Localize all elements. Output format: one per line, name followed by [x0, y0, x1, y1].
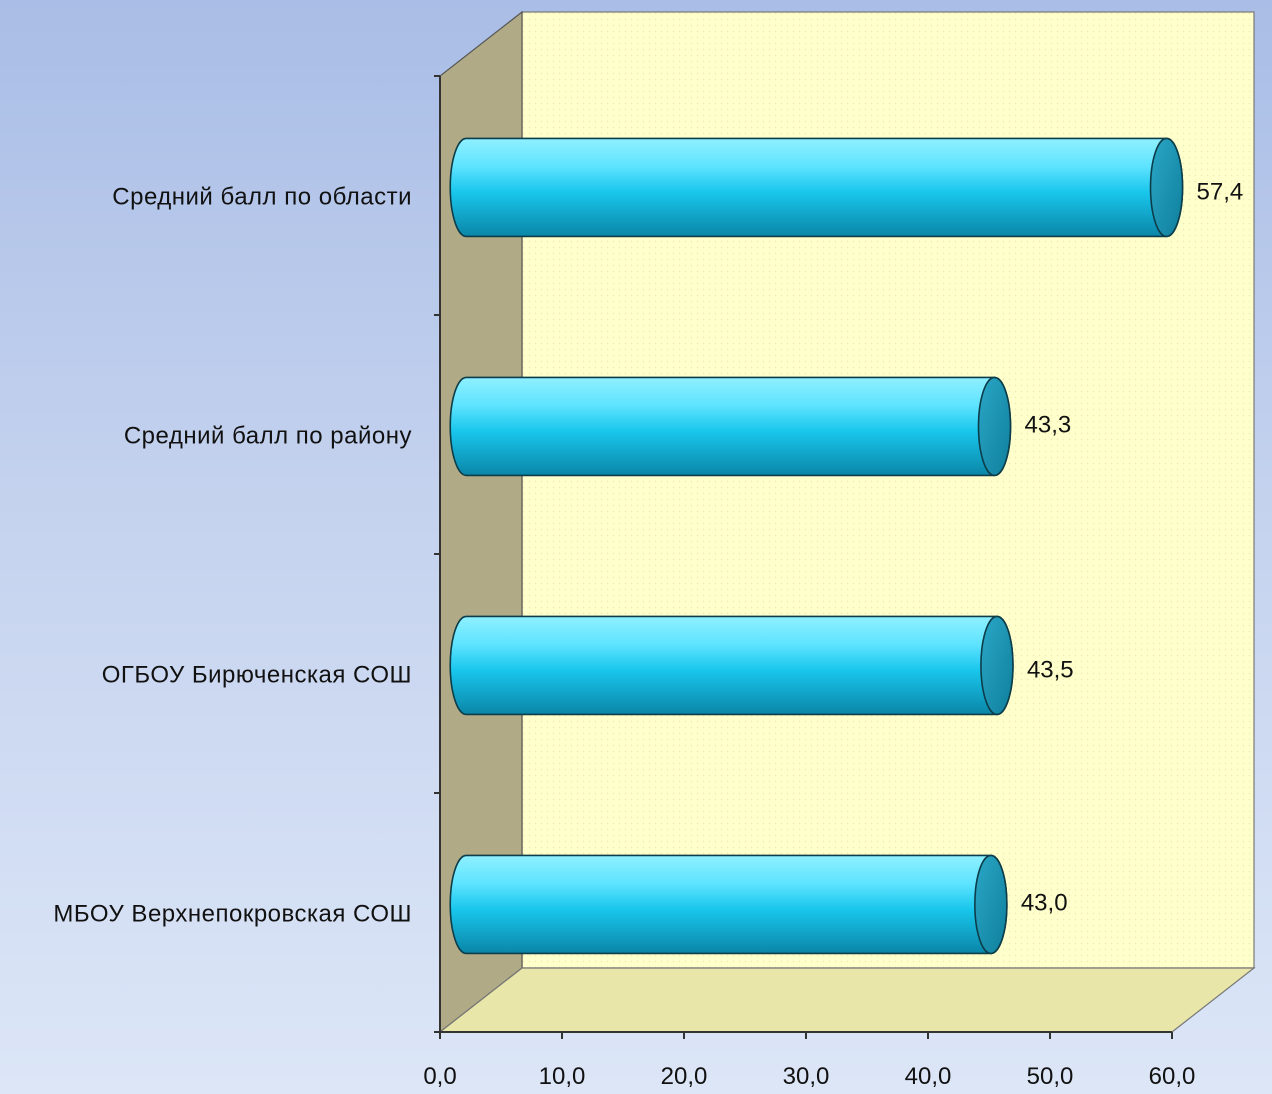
x-tick-label: 10,0	[539, 1063, 586, 1090]
category-label: ОГБОУ Бирюченская СОШ	[102, 662, 412, 689]
bar	[449, 615, 1014, 716]
bar	[449, 376, 1012, 477]
bar-end-cap	[1149, 137, 1184, 238]
x-tick-label: 20,0	[661, 1063, 708, 1090]
x-tick-label: 40,0	[905, 1063, 952, 1090]
bar-body	[449, 137, 1184, 238]
data-label: 43,3	[1025, 411, 1072, 438]
bar-body	[449, 615, 1014, 716]
bar-end-cap	[977, 376, 1012, 477]
data-label: 43,0	[1021, 889, 1068, 916]
bar-body	[449, 376, 1012, 477]
x-tick-label: 0,0	[423, 1063, 456, 1090]
category-label: Средний балл по области	[112, 184, 412, 211]
data-label: 57,4	[1197, 178, 1244, 205]
bar-end-cap	[980, 615, 1014, 716]
bar-end-cap	[974, 854, 1008, 955]
x-tick-label: 60,0	[1149, 1063, 1196, 1090]
chart-floor	[438, 967, 1256, 1033]
category-label: МБОУ Верхнепокровская СОШ	[53, 901, 412, 928]
bar	[449, 137, 1184, 238]
x-tick-label: 30,0	[783, 1063, 830, 1090]
bar	[449, 854, 1008, 955]
data-label: 43,5	[1027, 656, 1074, 683]
category-label: Средний балл по району	[124, 423, 412, 450]
bar-body	[449, 854, 1008, 955]
x-tick-label: 50,0	[1027, 1063, 1074, 1090]
